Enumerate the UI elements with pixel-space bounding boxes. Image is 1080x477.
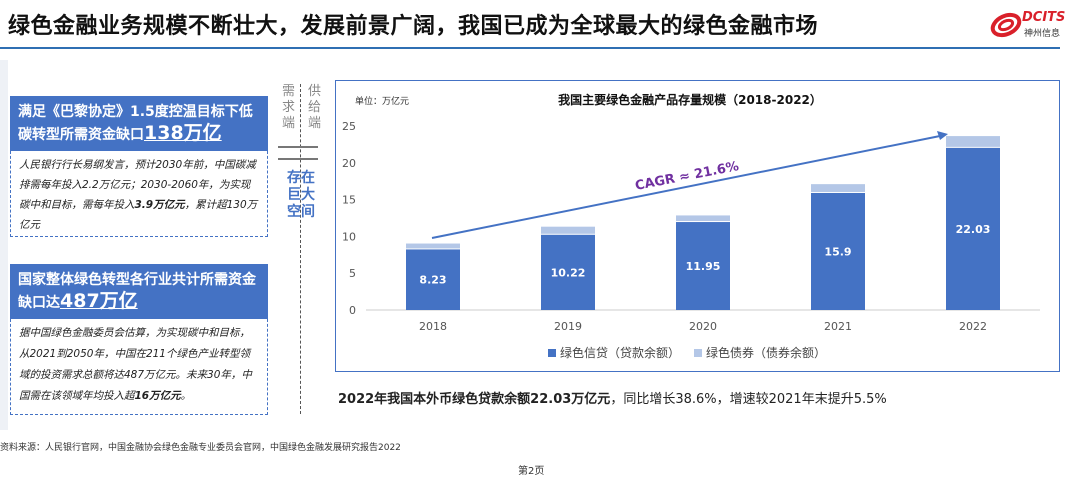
bar-green-bond	[946, 136, 1000, 147]
y-tick-label: 5	[349, 267, 356, 280]
bar-green-loan	[676, 222, 730, 310]
supply-label: 供给端	[308, 84, 322, 131]
note-bold: 2022年我国本外币绿色贷款余额22.03万亿元	[338, 392, 611, 407]
bar-data-label: 8.23	[419, 274, 446, 287]
logo-sub: 神州信息	[1024, 29, 1061, 39]
y-tick-label: 15	[342, 194, 356, 207]
cagr-annotation: CAGR ≈ 21.6%	[634, 159, 740, 194]
bar-green-bond	[406, 243, 460, 249]
bar-green-loan	[406, 249, 460, 310]
gap-box-1-header: 满足《巴黎协定》1.5度控温目标下低碳转型所需资金缺口138万亿	[10, 96, 268, 151]
bar-green-bond	[676, 215, 730, 222]
legend-label: 绿色信贷（贷款余额）	[560, 345, 680, 360]
x-tick-label: 2021	[824, 320, 852, 333]
x-tick-label: 2022	[959, 320, 987, 333]
bar-green-bond	[541, 226, 595, 234]
chart-frame	[335, 80, 1060, 372]
unit-label: 单位：万亿元	[355, 95, 409, 107]
note-rest: ，同比增长38.6%，增速较2021年末提升5.5%	[610, 392, 887, 407]
body-text-end: ，累计超130万亿元	[19, 199, 258, 231]
x-tick-label: 2019	[554, 320, 582, 333]
bar-green-bond	[811, 184, 865, 192]
arrow-right-icon	[278, 146, 318, 148]
y-tick-label: 0	[349, 304, 356, 317]
bar-data-label: 22.03	[956, 223, 991, 236]
legend-swatch	[548, 349, 556, 357]
body-text: 据中国绿色金融委员会估算，为实现碳中和目标，从2021到2050年，中国在211…	[19, 327, 252, 402]
bar-green-loan	[541, 234, 595, 310]
body-text: 人民银行行长易纲发言，预计2030年前，中国碳减排需每年投入2.2万亿元；203…	[19, 159, 256, 211]
gap-box-2-header: 国家整体绿色转型各行业共计所需资金缺口达487万亿	[10, 264, 268, 319]
body-text-end: 。	[180, 390, 192, 402]
y-tick-label: 20	[342, 157, 356, 170]
arrow-head-icon	[937, 131, 948, 140]
gap-box-2-body: 据中国绿色金融委员会估算，为实现碳中和目标，从2021到2050年，中国在211…	[10, 319, 268, 415]
legend-swatch	[694, 349, 702, 357]
bar-data-label: 11.95	[686, 260, 721, 273]
page-title: 绿色金融业务规模不断壮大，发展前景广阔，我国已成为全球最大的绿色金融市场	[8, 14, 819, 39]
body-bold: 3.9万亿元	[134, 199, 185, 211]
bar-data-label: 15.9	[824, 245, 851, 258]
dcits-logo: DCITS 神州信息	[990, 8, 1070, 42]
arrow-left-icon	[278, 158, 318, 160]
x-tick-label: 2020	[689, 320, 717, 333]
cagr-arrow	[431, 135, 941, 239]
left-accent	[0, 60, 8, 430]
supply-demand-divider	[300, 84, 301, 414]
logo-brand: DCITS	[1022, 10, 1066, 25]
header-figure: 138万亿	[144, 122, 222, 144]
gap-box-1-body: 人民银行行长易纲发言，预计2030年前，中国碳减排需每年投入2.2万亿元；203…	[10, 151, 268, 237]
header-text: 国家整体绿色转型各行业共计所需资金缺口达	[18, 272, 256, 311]
source-note: 资料来源：人民银行官网，中国金融协会绿色金融专业委员会官网，中国绿色金融发展研究…	[0, 443, 401, 453]
y-tick-label: 25	[342, 120, 356, 133]
header-figure: 487万亿	[60, 290, 138, 312]
summary-note: 2022年我国本外币绿色贷款余额22.03万亿元，同比增长38.6%，增速较20…	[338, 388, 887, 407]
x-tick-label: 2018	[419, 320, 447, 333]
y-tick-label: 10	[342, 230, 356, 243]
chart-title: 我国主要绿色金融产品存量规模（2018-2022）	[558, 92, 822, 107]
demand-label: 需求端	[282, 84, 296, 131]
bar-green-loan	[946, 147, 1000, 310]
logo-swoosh-icon	[990, 12, 1022, 38]
gap-label: 存在巨大空间	[287, 170, 315, 220]
bar-green-loan	[811, 192, 865, 310]
body-bold: 16万亿元	[134, 390, 181, 402]
header-text: 满足《巴黎协定》1.5度控温目标下低碳转型所需资金缺口	[18, 104, 253, 143]
title-divider	[0, 47, 1060, 49]
legend-label: 绿色债券（债券余额）	[706, 345, 826, 360]
bar-data-label: 10.22	[551, 266, 586, 279]
